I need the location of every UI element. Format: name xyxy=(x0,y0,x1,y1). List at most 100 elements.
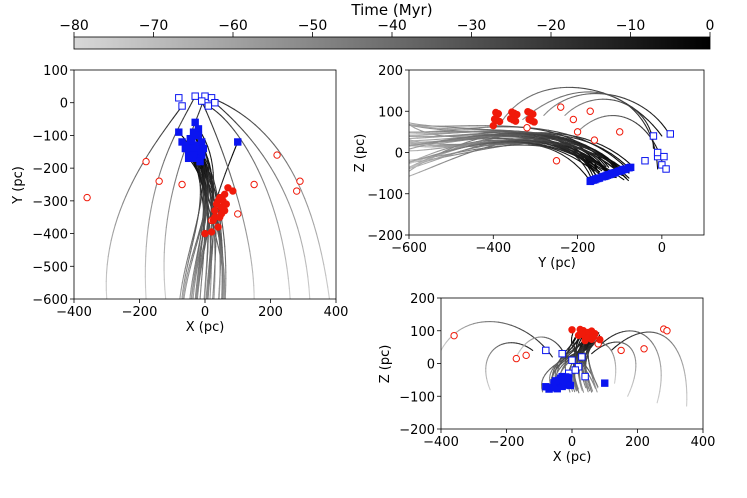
trajectory-segment xyxy=(596,90,604,94)
blue-square-marker xyxy=(625,164,633,172)
trajectory-segment xyxy=(588,384,591,389)
trajectory-segment xyxy=(595,152,605,159)
red-open-circle-marker xyxy=(178,180,186,189)
trajectory-segment xyxy=(452,155,461,160)
trajectory-segment xyxy=(318,243,323,255)
trajectory-segment xyxy=(486,381,490,387)
trajectory-segment xyxy=(172,113,178,119)
trajectory-segment xyxy=(648,127,652,133)
trajectory-segment xyxy=(578,155,584,162)
trajectory-segment xyxy=(197,259,200,267)
trajectory-segment xyxy=(611,333,617,337)
trajectory-segment xyxy=(246,236,250,245)
red-circle-marker xyxy=(216,193,224,202)
trajectory-segment xyxy=(195,218,199,227)
blue-open-square-marker xyxy=(191,92,199,100)
trajectory-segment xyxy=(479,143,488,147)
trajectory-segment xyxy=(202,164,206,173)
trajectory-segment xyxy=(613,99,619,102)
trajectory-segment xyxy=(193,227,196,236)
trajectory-segment xyxy=(657,119,663,124)
trajectory-segment xyxy=(556,131,567,135)
trajectory-segment xyxy=(422,126,432,129)
trajectory-segment xyxy=(163,153,168,162)
blue-square-marker xyxy=(566,381,575,390)
trajectory-segment xyxy=(431,158,440,162)
red-open-circle-marker xyxy=(523,124,531,132)
trajectory-segment xyxy=(486,141,495,144)
trajectory-segment xyxy=(574,379,576,384)
trajectory-segment xyxy=(621,100,628,105)
yz-axes: −600 −400 −200 0 −200 −100 0 100 200 xyxy=(367,64,666,256)
trajectory-segment xyxy=(465,144,474,148)
trajectory-segment xyxy=(474,137,484,141)
trajectory-segment xyxy=(586,387,589,393)
trajectory-segment xyxy=(208,259,211,268)
trajectory-segment xyxy=(590,386,594,392)
trajectory-segment xyxy=(604,337,610,342)
trajectory-segment xyxy=(594,117,599,121)
trajectory-segment xyxy=(553,133,564,137)
trajectory-segment xyxy=(299,236,304,248)
trajectory-segment xyxy=(571,106,577,111)
trajectory-segment xyxy=(207,274,210,283)
y-tick-label: −400 xyxy=(32,228,68,243)
trajectory-segment xyxy=(208,276,211,284)
trajectory-segment xyxy=(445,158,454,163)
x-tick-label: −600 xyxy=(391,241,427,256)
trajectory-segment xyxy=(327,286,331,299)
trajectory-segment xyxy=(204,203,207,211)
trajectory-segment xyxy=(268,138,275,145)
trajectory-segment xyxy=(509,125,519,128)
trajectory-segment xyxy=(198,260,202,269)
trajectory-segment xyxy=(601,144,611,150)
trajectory-segment xyxy=(593,156,600,162)
trajectory-segment xyxy=(106,264,108,274)
red-open-circle-marker xyxy=(557,103,565,111)
blue-square-marker xyxy=(234,138,242,146)
trajectory-segment xyxy=(204,165,208,172)
trajectory-segment xyxy=(254,162,259,170)
trajectory-segment xyxy=(213,180,217,189)
trajectory-segment xyxy=(527,143,537,146)
trajectory-segment xyxy=(555,135,565,139)
trajectory-segment xyxy=(191,252,195,261)
trajectory-segment xyxy=(679,355,683,362)
trajectory-segment xyxy=(520,134,531,137)
trajectory-segment xyxy=(564,355,569,359)
trajectory-segment xyxy=(409,124,416,127)
trajectory-segment xyxy=(138,163,143,171)
trajectory-segment xyxy=(193,284,196,292)
blue-square-marker xyxy=(542,383,550,391)
trajectory-segment xyxy=(223,239,226,247)
trajectory-segment xyxy=(597,116,603,119)
trajectory-segment xyxy=(418,169,427,173)
trajectory-segment xyxy=(517,350,521,355)
trajectory-segment xyxy=(411,165,420,169)
trajectory-segment xyxy=(457,137,468,140)
trajectory-segment xyxy=(206,177,210,186)
trajectory-segment xyxy=(450,153,460,157)
colorbar-ticks: −80 −70 −60 −50 −40 −30 −20 −10 0 xyxy=(59,18,714,37)
trajectory-segment xyxy=(562,357,566,362)
trajectory-segment xyxy=(259,128,266,135)
trajectory-segment xyxy=(418,123,427,126)
trajectory-segment xyxy=(477,139,487,143)
trajectory-segment xyxy=(555,142,563,146)
blue-square-marker xyxy=(188,144,196,153)
trajectory-segment xyxy=(442,141,452,144)
colorbar-tick-label: 0 xyxy=(706,18,715,34)
trajectory-segment xyxy=(634,110,640,116)
trajectory-segment xyxy=(192,278,195,287)
trajectory-segment xyxy=(591,164,601,173)
x-tick-label: 0 xyxy=(201,305,209,320)
y-tick-label: −500 xyxy=(32,260,68,275)
trajectory-segment xyxy=(582,101,588,104)
y-tick-label: −100 xyxy=(32,129,68,144)
trajectory-segment xyxy=(584,157,595,163)
trajectory-segment xyxy=(244,144,249,152)
trajectory-segment xyxy=(196,248,199,256)
trajectory-segment xyxy=(252,271,254,280)
trajectory-segment xyxy=(164,288,167,299)
